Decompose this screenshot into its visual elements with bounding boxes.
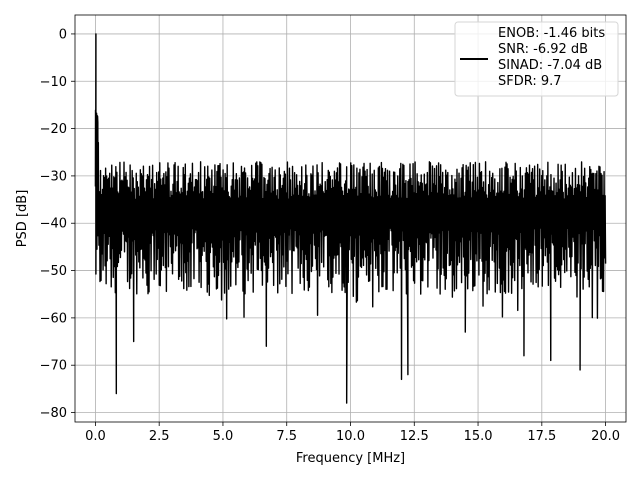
y-axis-label: PSD [dB]	[15, 190, 30, 248]
x-tick-label: 7.5	[276, 429, 297, 444]
x-tick-label: 15.0	[464, 429, 493, 444]
psd-series-line	[94, 33, 607, 404]
y-tick-label: −80	[40, 406, 67, 421]
legend-entry: SFDR: 9.7	[498, 74, 562, 89]
x-tick-label: 5.0	[213, 429, 234, 444]
y-tick-label: −10	[40, 75, 67, 90]
legend-box	[454, 21, 619, 97]
x-tick-label: 12.5	[400, 429, 429, 444]
y-tick-label: −40	[40, 217, 67, 232]
legend-entry: SNR: -6.92 dB	[498, 42, 588, 57]
x-tick-label: 20.0	[591, 429, 620, 444]
y-tick-label: −20	[40, 122, 67, 137]
x-tick-label: 17.5	[527, 429, 556, 444]
y-tick-label: −50	[40, 264, 67, 279]
y-tick-label: −70	[40, 359, 67, 374]
y-tick-label: −30	[40, 169, 67, 184]
x-tick-label: 10.0	[336, 429, 365, 444]
y-tick-label: −60	[40, 311, 67, 326]
x-tick-label: 2.5	[149, 429, 170, 444]
legend-entry: ENOB: -1.46 bits	[498, 26, 605, 41]
x-tick-label: 0.0	[85, 429, 106, 444]
legend-entry: SINAD: -7.04 dB	[498, 58, 602, 73]
x-axis-label: Frequency [MHz]	[296, 451, 405, 466]
y-tick-label: 0	[59, 27, 67, 42]
